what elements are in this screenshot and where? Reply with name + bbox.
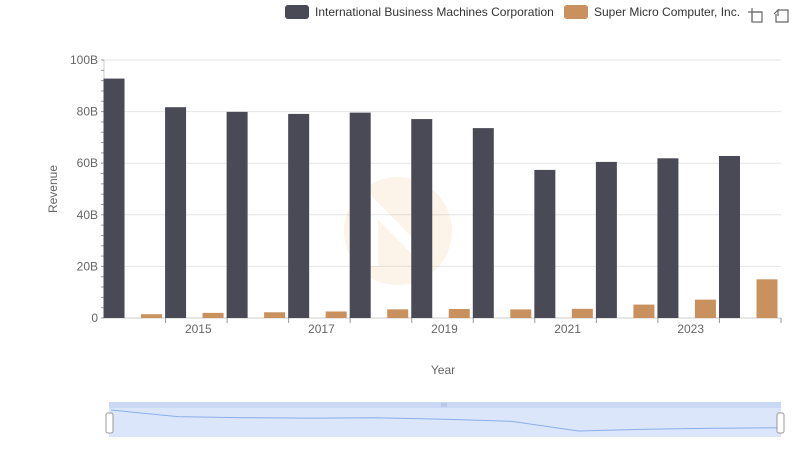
bar-ibm-2017[interactable] [288,113,310,318]
y-axis-title: Revenue [46,165,60,213]
bar-ibm-2016[interactable] [226,111,248,318]
y-tick-label: 60B [77,156,98,170]
bar-smci-2020[interactable] [510,309,532,318]
x-tick-label: 2021 [554,322,581,336]
bar-ibm-2014[interactable] [103,78,125,319]
bar-smci-2015[interactable] [202,312,224,318]
y-tick-label: 80B [77,105,98,119]
y-axis: 0 20B 40B 60B 80B 100B [70,53,105,325]
bar-ibm-2023[interactable] [657,158,679,318]
bar-smci-2022[interactable] [633,304,655,318]
y-tick-label: 0 [91,311,98,325]
bar-smci-2018[interactable] [387,309,409,318]
x-tick-label: 2017 [308,322,335,336]
legend-item-ibm[interactable]: International Business Machines Corporat… [285,5,554,19]
legend[interactable]: International Business Machines Corporat… [285,5,740,19]
bar-ibm-2020[interactable] [472,128,494,318]
bar-ibm-2021[interactable] [534,169,556,318]
x-axis: 2015 2017 2019 2021 2023 [104,317,782,336]
x-tick-label: 2019 [431,322,458,336]
legend-swatch-ibm[interactable] [285,5,309,19]
bar-ibm-2018[interactable] [349,112,371,319]
navigator[interactable] [105,402,785,437]
restore-icon[interactable] [773,8,789,23]
bar-smci-2019[interactable] [448,308,470,318]
bar-ibm-2019[interactable] [411,119,433,318]
bar-smci-2023[interactable] [694,299,716,318]
y-tick-label: 100B [70,53,98,67]
x-tick-label: 2023 [677,322,704,336]
bar-smci-2016[interactable] [264,312,286,318]
bar-ibm-2022[interactable] [595,161,617,318]
bar-smci-2017[interactable] [325,311,347,318]
navigator-left-handle[interactable] [105,412,114,434]
bars [103,78,778,319]
x-axis-title: Year [431,363,455,377]
navigator-scrollbar[interactable] [109,402,781,408]
y-tick-label: 20B [77,259,98,273]
legend-item-smci[interactable]: Super Micro Computer, Inc. [564,5,740,19]
bar-smci-2014[interactable] [141,314,163,318]
legend-swatch-smci[interactable] [564,5,588,19]
bar-ibm-2015[interactable] [165,107,187,319]
bar-smci-2024[interactable] [756,279,778,318]
legend-label-ibm[interactable]: International Business Machines Corporat… [315,5,554,19]
x-tick-label: 2015 [185,322,212,336]
gridlines [104,59,781,319]
zoom-icon[interactable] [748,8,763,23]
navigator-right-handle[interactable] [776,412,785,434]
navigator-series-line [110,409,780,432]
bar-smci-2021[interactable] [571,308,593,318]
navigator-grip-icon [441,403,447,407]
bar-ibm-2024[interactable] [718,155,740,318]
legend-label-smci[interactable]: Super Micro Computer, Inc. [594,5,740,19]
y-tick-label: 40B [77,208,98,222]
